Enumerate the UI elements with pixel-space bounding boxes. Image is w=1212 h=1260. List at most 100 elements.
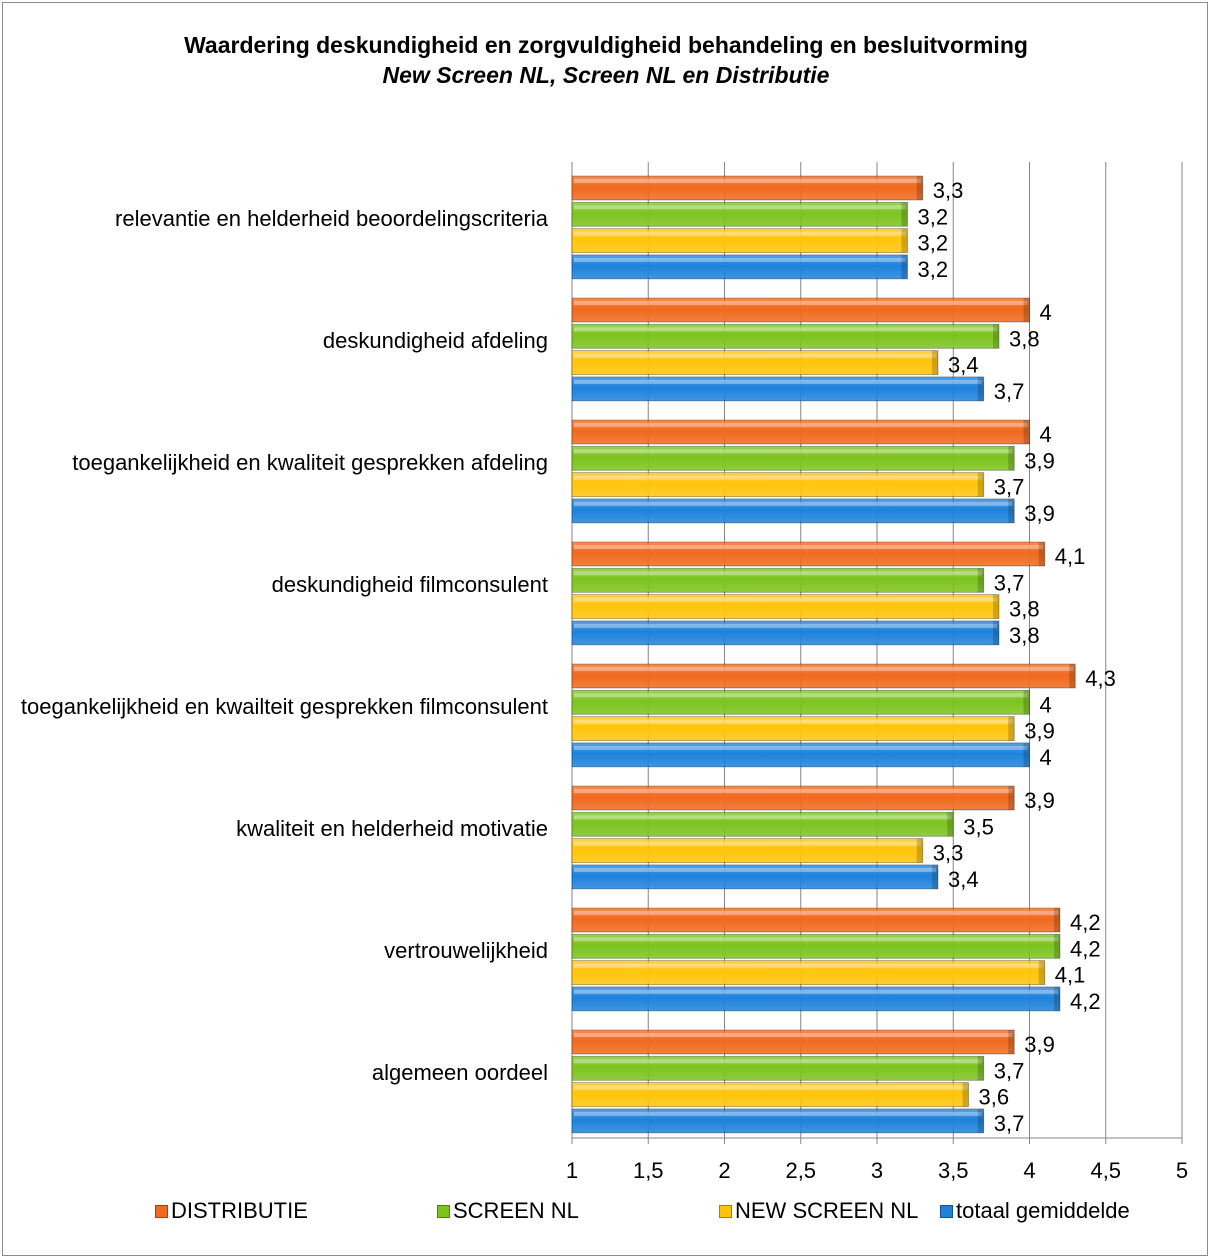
bar-highlight [574,571,982,576]
category-label: kwaliteit en helderheid motivatie [236,816,548,841]
category-label: toegankelijkheid en kwaliteit gesprekken… [72,450,548,475]
bar-highlight [574,841,921,846]
bar-highlight [574,693,1028,698]
legend-label: DISTRIBUTIE [171,1198,308,1223]
bar-new-screen-nl [571,1082,969,1107]
bar-end [932,350,938,375]
bar-highlight [574,719,1013,724]
bar-highlight [574,205,906,210]
bar-end [1008,786,1015,810]
chart-legend: DISTRIBUTIE SCREEN NL NEW SCREEN NL totaal … [0,1198,1212,1238]
legend-item: NEW SCREEN NL [719,1198,918,1224]
chart-subtitle: New Screen NL, Screen NL en Distributie [382,62,830,88]
legend-item: totaal gemiddelde [940,1198,1130,1224]
data-label: 3,7 [994,1058,1025,1083]
data-label: 3,5 [963,814,994,839]
bar-screen-nl [571,567,985,593]
bar-highlight [574,867,936,872]
data-label: 3,9 [1024,448,1055,473]
bar-end [901,202,908,227]
bar-new-screen-nl [571,960,1046,985]
bar-end [993,620,999,645]
data-label: 3,2 [918,204,949,229]
bar-end [916,838,923,863]
bar-highlight [574,815,952,820]
bar-highlight [574,301,1028,305]
bar-new-screen-nl [571,716,1015,741]
bar-end [1038,960,1045,985]
data-label: 3,8 [1009,623,1040,648]
bar-distributie [571,1029,1015,1055]
data-label: 3,3 [933,841,964,866]
data-label: 4 [1040,422,1052,447]
data-label: 3,8 [1009,597,1040,622]
bar-distributie [571,541,1046,567]
bar-end [962,1082,969,1107]
bar-end [1023,298,1030,322]
data-label: 3,3 [933,178,964,203]
legend-item: SCREEN NL [437,1198,579,1224]
bar-totaal-gemiddelde [571,254,908,280]
bar-totaal-gemiddelde [571,864,939,890]
bar-end [1008,498,1015,523]
data-label: 4,2 [1070,936,1101,961]
bar-totaal-gemiddelde [571,1108,985,1134]
bar-highlight [574,937,1058,942]
bar-highlight [574,1059,982,1064]
bar-distributie [571,907,1061,933]
bar-highlight [574,597,997,602]
bar-end [1008,1030,1015,1054]
legend-swatch [940,1204,953,1218]
category-label: toegankelijkheid en kwailteit gesprekken… [20,694,548,719]
category-label: vertrouwelijkheid [384,938,548,963]
bar-new-screen-nl [571,350,939,376]
x-tick-label: 4 [1023,1158,1035,1183]
bar-end [977,1108,984,1133]
bar-screen-nl [571,323,1000,349]
bar-end [916,176,923,200]
bar-totaal-gemiddelde [571,498,1015,524]
bar-new-screen-nl [571,228,908,254]
bar-highlight [574,423,1028,427]
bar-highlight [574,353,936,358]
bar-end [1054,934,1060,959]
legend-label: totaal gemiddelde [956,1198,1130,1223]
bar-highlight [574,475,982,480]
data-label: 3,9 [1024,1032,1055,1057]
bar-distributie [571,175,924,201]
data-label: 4 [1040,692,1052,717]
bar-end [901,254,908,279]
bar-highlight [574,231,906,236]
bar-end [977,1056,984,1081]
data-label: 3,2 [918,231,949,256]
data-label: 3,4 [948,867,979,892]
bar-end [977,568,984,593]
bar-screen-nl [571,689,1030,715]
data-label: 3,9 [1024,788,1055,813]
data-label: 3,4 [948,353,979,378]
x-tick-label: 4,5 [1090,1158,1121,1183]
bar-end [1008,716,1015,741]
x-tick-label: 2 [718,1158,730,1183]
data-label: 4,1 [1055,544,1086,569]
legend-swatch [437,1204,450,1218]
bar-screen-nl [571,811,954,837]
bar-highlight [574,379,982,384]
data-label: 3,2 [918,257,949,282]
bar-end [1023,420,1030,444]
bar-highlight [574,963,1043,968]
bar-end [1054,986,1060,1011]
bar-end [947,812,954,837]
data-label: 4 [1040,745,1052,770]
category-label: deskundigheid filmconsulent [271,572,548,597]
x-tick-label: 1,5 [633,1158,664,1183]
x-tick-label: 3 [871,1158,883,1183]
x-tick-label: 2,5 [785,1158,816,1183]
bar-totaal-gemiddelde [571,742,1030,768]
chart-title-block: Waardering deskundigheid en zorgvuldighe… [0,30,1212,90]
bar-new-screen-nl [571,838,924,863]
bar-new-screen-nl [571,472,985,498]
bar-highlight [574,179,921,183]
bar-end [977,472,984,497]
